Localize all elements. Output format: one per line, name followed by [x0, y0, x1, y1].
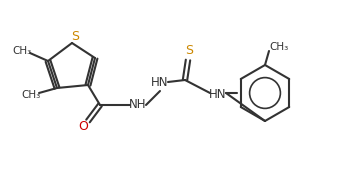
Text: CH₃: CH₃ [12, 46, 32, 56]
Text: S: S [71, 31, 79, 44]
Text: O: O [78, 120, 88, 134]
Text: HN: HN [151, 76, 169, 89]
Text: S: S [185, 44, 193, 57]
Text: CH₃: CH₃ [21, 90, 41, 100]
Text: HN: HN [209, 87, 227, 100]
Text: NH: NH [129, 98, 147, 111]
Text: CH₃: CH₃ [269, 42, 289, 52]
